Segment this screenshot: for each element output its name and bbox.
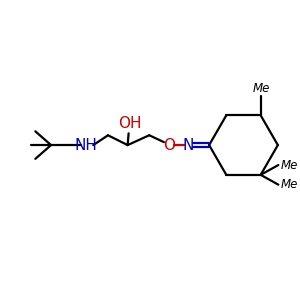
Text: N: N	[183, 138, 194, 153]
Text: NH: NH	[75, 138, 98, 153]
Text: Me: Me	[253, 82, 270, 95]
Text: O: O	[163, 138, 175, 153]
Text: Me: Me	[280, 178, 298, 191]
Text: OH: OH	[118, 116, 141, 131]
Text: Me: Me	[280, 158, 298, 172]
